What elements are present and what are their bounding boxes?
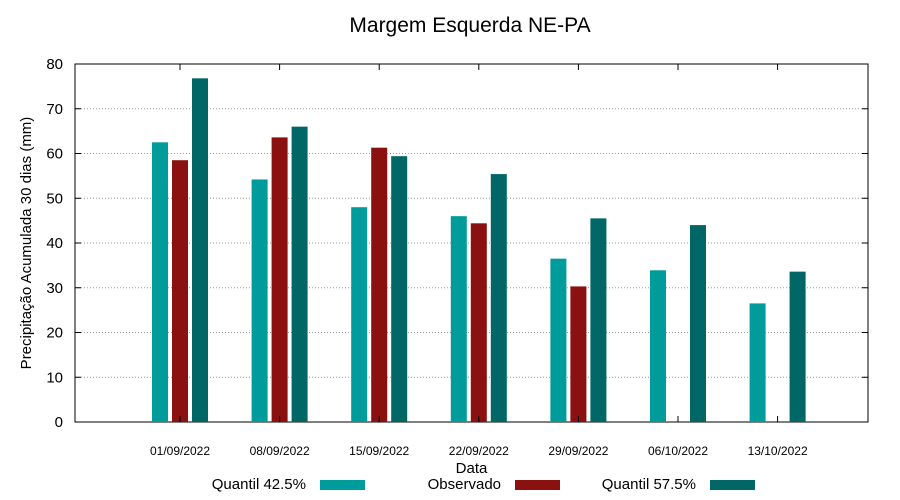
legend: Quantil 42.5% Observado Quantil 57.5% (212, 476, 755, 493)
x-tick-label: 29/09/2022 (548, 444, 608, 458)
y-tick-label: 50 (46, 190, 63, 207)
x-tick-label: 15/09/2022 (349, 444, 409, 458)
y-tick-label: 40 (46, 235, 63, 252)
bar (749, 303, 766, 422)
x-axis-ticks: 01/09/2022 08/09/2022 15/09/2022 22/09/2022… (150, 64, 808, 458)
bar (391, 156, 408, 422)
bar (271, 137, 288, 422)
legend-swatch (320, 480, 365, 490)
y-tick-label: 10 (46, 369, 63, 386)
bar (251, 179, 268, 422)
bar (351, 207, 368, 422)
bar (650, 270, 666, 422)
x-tick-label: 01/09/2022 (150, 444, 210, 458)
x-tick-label: 22/09/2022 (449, 444, 509, 458)
legend-swatch (710, 480, 755, 490)
bar (192, 78, 208, 422)
bar (450, 216, 467, 422)
bars (152, 78, 806, 423)
x-tick-label: 06/10/2022 (648, 444, 708, 458)
y-axis-label: Precipitação Acumulada 30 dias (mm) (18, 117, 35, 370)
y-axis-ticks: 0 10 20 30 40 50 60 70 80 (46, 56, 868, 431)
bar (570, 286, 587, 422)
y-tick-label: 30 (46, 280, 63, 297)
x-tick-label: 13/10/2022 (748, 444, 808, 458)
bar (152, 142, 168, 422)
bar (371, 147, 388, 422)
bar (590, 218, 607, 422)
legend-label: Observado (428, 476, 501, 493)
bar (789, 271, 806, 422)
legend-label: Quantil 57.5% (602, 476, 696, 493)
bar (550, 258, 567, 422)
legend-swatch (515, 480, 560, 490)
bar (172, 160, 188, 422)
legend-label: Quantil 42.5% (212, 476, 306, 493)
y-tick-label: 70 (46, 101, 63, 118)
bar (291, 126, 308, 423)
bar (690, 225, 706, 422)
y-tick-label: 0 (55, 414, 63, 431)
y-tick-label: 80 (46, 56, 63, 73)
bar (470, 223, 487, 422)
chart-title: Margem Esquerda NE-PA (349, 14, 590, 37)
x-tick-label: 08/09/2022 (250, 444, 310, 458)
y-tick-label: 20 (46, 325, 63, 342)
x-axis-label: Data (456, 460, 488, 477)
y-tick-label: 60 (46, 146, 63, 163)
bar (490, 174, 507, 422)
